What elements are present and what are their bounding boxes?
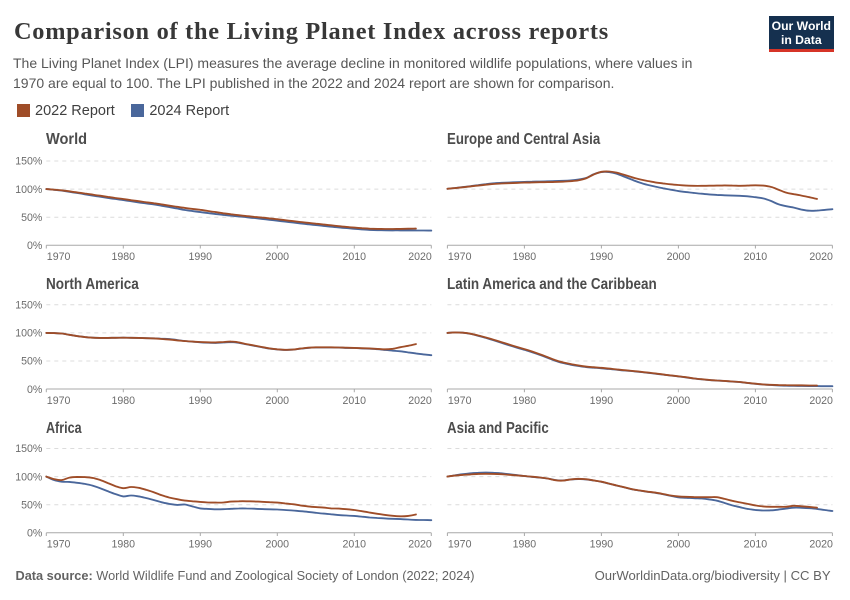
svg-text:150%: 150%	[15, 156, 43, 168]
svg-text:2020: 2020	[809, 539, 833, 551]
svg-text:1970: 1970	[47, 251, 71, 263]
svg-text:2000: 2000	[266, 395, 290, 407]
svg-text:1980: 1980	[112, 539, 136, 551]
svg-text:0%: 0%	[27, 384, 43, 396]
svg-text:2010: 2010	[744, 251, 768, 263]
svg-text:50%: 50%	[21, 212, 43, 224]
svg-text:100%: 100%	[15, 471, 43, 483]
svg-text:1980: 1980	[513, 539, 537, 551]
svg-text:1970: 1970	[47, 395, 71, 407]
svg-text:2010: 2010	[343, 251, 367, 263]
svg-text:1970: 1970	[448, 251, 472, 263]
svg-text:2000: 2000	[667, 251, 691, 263]
svg-text:0%: 0%	[27, 528, 43, 540]
svg-text:1970: 1970	[448, 539, 472, 551]
svg-text:1970: 1970	[448, 395, 472, 407]
svg-text:50%: 50%	[21, 499, 43, 511]
svg-text:50%: 50%	[21, 356, 43, 368]
svg-text:2010: 2010	[744, 395, 768, 407]
svg-text:1990: 1990	[189, 395, 213, 407]
svg-text:100%: 100%	[15, 184, 43, 196]
svg-text:0%: 0%	[27, 240, 43, 252]
svg-text:1980: 1980	[112, 251, 136, 263]
svg-text:150%: 150%	[15, 443, 43, 455]
svg-text:2020: 2020	[408, 539, 432, 551]
svg-text:2020: 2020	[408, 395, 432, 407]
svg-text:1990: 1990	[590, 539, 614, 551]
svg-text:1970: 1970	[47, 539, 71, 551]
svg-text:2000: 2000	[266, 251, 290, 263]
svg-text:1990: 1990	[189, 539, 213, 551]
svg-text:2000: 2000	[667, 395, 691, 407]
svg-text:1980: 1980	[513, 395, 537, 407]
svg-text:2010: 2010	[343, 395, 367, 407]
svg-text:2010: 2010	[744, 539, 768, 551]
svg-text:2020: 2020	[809, 251, 833, 263]
svg-text:1980: 1980	[513, 251, 537, 263]
svg-text:1990: 1990	[590, 395, 614, 407]
svg-text:1990: 1990	[189, 251, 213, 263]
svg-text:1990: 1990	[590, 251, 614, 263]
svg-text:2000: 2000	[667, 539, 691, 551]
svg-text:2000: 2000	[266, 539, 290, 551]
svg-text:150%: 150%	[15, 299, 43, 311]
svg-text:1980: 1980	[112, 395, 136, 407]
svg-text:100%: 100%	[15, 328, 43, 340]
svg-text:2020: 2020	[809, 395, 833, 407]
svg-text:2020: 2020	[408, 251, 432, 263]
svg-text:2010: 2010	[343, 539, 367, 551]
